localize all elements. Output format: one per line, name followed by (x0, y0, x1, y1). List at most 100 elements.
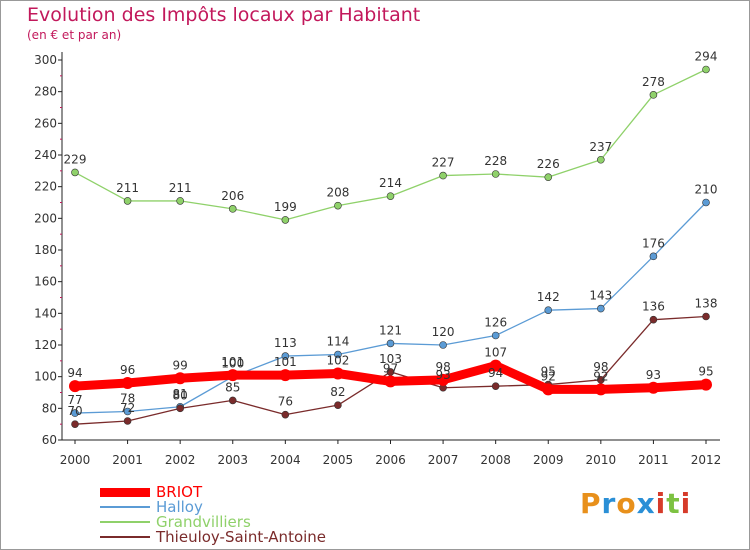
data-label-thieuloy-saint-antoine: 136 (642, 300, 665, 314)
data-label-grandvilliers: 278 (642, 75, 665, 89)
data-label-grandvilliers: 199 (274, 200, 297, 214)
y-tick-label: 60 (42, 433, 57, 447)
x-tick-label: 2001 (112, 453, 143, 467)
legend-label-grandvilliers: Grandvilliers (156, 513, 251, 531)
y-tick-label: 220 (34, 180, 57, 194)
x-tick-label: 2000 (60, 453, 91, 467)
series-grandvilliers (71, 65, 710, 224)
series-layer (69, 65, 712, 428)
data-label-briot: 94 (67, 366, 82, 380)
data-point-grandvilliers (544, 173, 553, 181)
x-tick-label: 2002 (165, 453, 196, 467)
logo-letter: o (616, 487, 637, 520)
data-point-grandvilliers (71, 168, 79, 177)
legend-label-briot: BRIOT (156, 483, 203, 501)
data-label-halloy: 100 (221, 357, 244, 371)
data-label-briot: 102 (326, 354, 349, 368)
data-label-thieuloy-saint-antoine: 94 (488, 366, 503, 380)
x-tick-label: 2007 (428, 453, 459, 467)
logo-letter: r (601, 487, 617, 520)
series-briot (69, 359, 712, 396)
legend-label-thieuloy-saint-antoine: Thieuloy-Saint-Antoine (156, 528, 327, 546)
data-point-thieuloy-saint-antoine (228, 396, 237, 405)
data-label-grandvilliers: 228 (484, 154, 507, 168)
y-tick-label: 280 (34, 85, 57, 99)
data-point-grandvilliers (334, 201, 342, 210)
data-label-briot: 97 (383, 361, 398, 375)
data-point-grandvilliers (597, 155, 605, 164)
data-point-halloy (281, 352, 290, 360)
data-label-thieuloy-saint-antoine: 98 (593, 360, 608, 374)
data-point-thieuloy-saint-antoine (702, 312, 710, 321)
data-label-thieuloy-saint-antoine: 72 (120, 401, 135, 415)
data-point-grandvilliers (702, 65, 710, 74)
data-label-grandvilliers: 237 (589, 140, 612, 154)
data-point-grandvilliers (281, 216, 290, 224)
data-point-halloy (544, 306, 553, 314)
data-point-briot (69, 380, 81, 393)
data-point-thieuloy-saint-antoine (176, 404, 184, 413)
data-label-halloy: 176 (642, 236, 665, 250)
data-label-briot: 99 (173, 358, 188, 372)
data-label-briot: 101 (274, 355, 297, 369)
data-label-halloy: 113 (274, 336, 297, 350)
x-tick-label: 2004 (270, 453, 301, 467)
data-point-briot (226, 369, 239, 382)
data-point-halloy (597, 304, 605, 313)
axes: 60 80 100 120 140 160 180 200 220 240 260 280 300 200… (34, 52, 721, 467)
data-point-halloy (439, 341, 447, 349)
data-label-halloy: 78 (120, 392, 135, 406)
data-point-thieuloy-saint-antoine (334, 401, 342, 409)
data-label-grandvilliers: 214 (379, 176, 402, 190)
y-tick-label: 180 (34, 243, 57, 257)
data-point-grandvilliers (386, 192, 395, 200)
data-point-thieuloy-saint-antoine (71, 420, 79, 428)
data-point-grandvilliers (123, 197, 132, 205)
data-label-halloy: 210 (695, 183, 718, 197)
data-point-thieuloy-saint-antoine (649, 315, 658, 324)
data-label-briot: 95 (698, 365, 713, 379)
data-label-grandvilliers: 208 (326, 186, 349, 200)
data-label-briot: 96 (120, 363, 135, 377)
data-point-halloy (649, 252, 658, 261)
logo-letter: t (666, 487, 681, 520)
data-label-thieuloy-saint-antoine: 138 (695, 297, 718, 311)
data-label-briot: 92 (541, 369, 556, 383)
y-tick-label: 300 (34, 53, 57, 67)
data-label-grandvilliers: 227 (432, 156, 455, 170)
data-label-briot: 92 (593, 369, 608, 383)
data-label-halloy: 142 (537, 290, 560, 304)
data-point-thieuloy-saint-antoine (281, 410, 290, 419)
y-tick-label: 260 (34, 116, 57, 130)
data-label-thieuloy-saint-antoine: 82 (330, 385, 345, 399)
data-point-grandvilliers (439, 171, 447, 180)
x-tick-label: 2008 (480, 453, 511, 467)
chart-subtitle: (en € et par an) (27, 28, 122, 42)
data-point-briot (437, 373, 450, 386)
data-point-briot (700, 378, 712, 391)
logo-letter: i (680, 487, 692, 520)
legend-swatch-grandvilliers (100, 521, 150, 523)
legend-swatch-briot (100, 487, 150, 497)
data-label-briot: 98 (435, 360, 450, 374)
data-point-briot (279, 369, 292, 382)
data-point-briot (647, 381, 660, 394)
data-label-grandvilliers: 294 (695, 50, 718, 64)
data-point-halloy (123, 407, 132, 416)
data-point-briot (121, 377, 134, 389)
data-label-briot: 101 (221, 355, 244, 369)
data-label-halloy: 81 (173, 387, 188, 401)
data-point-briot (594, 383, 607, 396)
data-label-briot: 107 (484, 346, 507, 360)
data-label-thieuloy-saint-antoine: 70 (67, 404, 82, 418)
data-point-halloy (386, 339, 395, 348)
y-tick-label: 240 (34, 148, 57, 162)
y-tick-label: 120 (34, 338, 57, 352)
legend-label-halloy: Halloy (156, 498, 203, 516)
data-label-grandvilliers: 211 (169, 181, 192, 195)
proxiti-logo: Proxiti (580, 487, 691, 520)
data-point-briot (542, 383, 555, 396)
y-tick-label: 160 (34, 275, 57, 289)
data-label-halloy: 126 (484, 316, 507, 330)
